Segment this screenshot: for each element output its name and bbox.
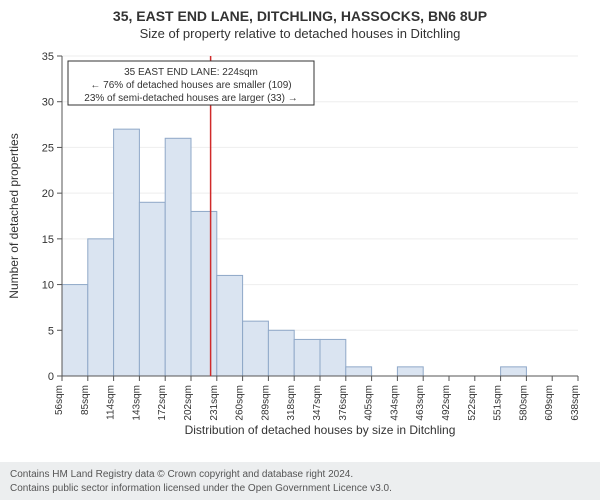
svg-text:5: 5 [48, 325, 54, 337]
histogram-bar [346, 367, 372, 376]
annotation-line: 35 EAST END LANE: 224sqm [124, 67, 258, 78]
svg-text:15: 15 [42, 234, 54, 246]
histogram-bar [217, 275, 243, 376]
histogram-chart: 0 5 10 15 20 25 30 35 56sqm 85sqm 114sqm 143sqm 172s… [0, 46, 600, 446]
page-container: 35, EAST END LANE, DITCHLING, HASSOCKS, … [0, 0, 600, 500]
histogram-bar [191, 211, 217, 376]
chart-wrap: 0 5 10 15 20 25 30 35 56sqm 85sqm 114sqm 143sqm 172s… [0, 46, 600, 446]
svg-text:30: 30 [42, 97, 54, 109]
svg-text:580sqm: 580sqm [518, 385, 529, 421]
annotation-line: 23% of semi-detached houses are larger (… [84, 93, 297, 104]
histogram-bar [243, 321, 269, 376]
histogram-bar [139, 202, 165, 376]
svg-text:638sqm: 638sqm [570, 385, 581, 421]
svg-text:492sqm: 492sqm [441, 385, 452, 421]
svg-text:289sqm: 289sqm [260, 385, 271, 421]
svg-text:172sqm: 172sqm [157, 385, 168, 421]
footer-line-2: Contains public sector information licen… [10, 482, 590, 496]
chart-subtitle: Size of property relative to detached ho… [0, 26, 600, 41]
svg-text:318sqm: 318sqm [286, 385, 297, 421]
svg-text:463sqm: 463sqm [415, 385, 426, 421]
svg-text:202sqm: 202sqm [183, 385, 194, 421]
svg-text:35: 35 [42, 51, 54, 63]
svg-text:Distribution of detached house: Distribution of detached houses by size … [185, 423, 456, 437]
svg-text:376sqm: 376sqm [338, 385, 349, 421]
svg-text:143sqm: 143sqm [131, 385, 142, 421]
svg-text:260sqm: 260sqm [235, 385, 246, 421]
svg-text:609sqm: 609sqm [544, 385, 555, 421]
svg-text:114sqm: 114sqm [106, 385, 117, 420]
histogram-bar [114, 129, 140, 376]
svg-text:551sqm: 551sqm [493, 385, 504, 421]
histogram-bar [268, 330, 294, 376]
svg-text:0: 0 [48, 371, 54, 383]
histogram-bar [501, 367, 527, 376]
svg-text:56sqm: 56sqm [54, 385, 65, 415]
chart-title-address: 35, EAST END LANE, DITCHLING, HASSOCKS, … [0, 8, 600, 24]
annotation-line: ← 76% of detached houses are smaller (10… [90, 80, 291, 91]
histogram-bar [294, 339, 320, 376]
svg-text:347sqm: 347sqm [312, 385, 323, 421]
svg-text:231sqm: 231sqm [209, 385, 220, 421]
svg-text:10: 10 [42, 280, 54, 292]
footer-line-1: Contains HM Land Registry data © Crown c… [10, 468, 590, 482]
histogram-bar [397, 367, 423, 376]
svg-text:25: 25 [42, 142, 54, 154]
svg-text:20: 20 [42, 188, 54, 200]
histogram-bar [320, 339, 346, 376]
svg-text:434sqm: 434sqm [389, 385, 400, 421]
svg-text:85sqm: 85sqm [80, 385, 91, 415]
histogram-bar [165, 138, 191, 376]
histogram-bar [88, 239, 114, 376]
svg-text:Number of detached properties: Number of detached properties [7, 133, 21, 298]
attribution-footer: Contains HM Land Registry data © Crown c… [0, 462, 600, 500]
histogram-bar [62, 285, 88, 376]
svg-text:405sqm: 405sqm [364, 385, 375, 421]
svg-text:522sqm: 522sqm [467, 385, 478, 421]
